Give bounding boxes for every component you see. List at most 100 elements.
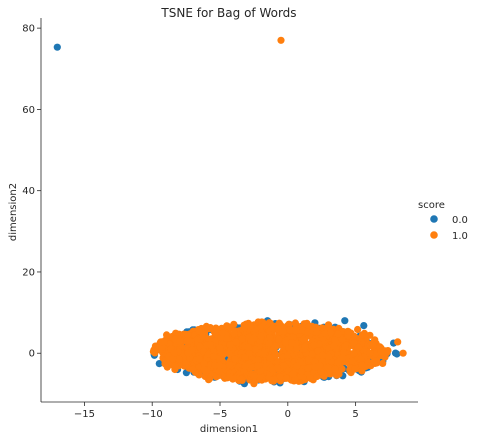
data-point [282,339,290,347]
data-point [334,330,342,338]
data-point [341,317,349,325]
data-point [293,362,301,370]
data-point [371,336,379,344]
data-point [319,351,327,359]
data-point [215,367,223,375]
data-point [334,358,342,367]
data-point [172,329,180,337]
data-point [351,365,359,373]
data-point [183,337,191,345]
plot-area [53,36,407,388]
data-point [286,326,294,334]
x-tick-label: −15 [74,409,95,420]
data-point [210,352,218,361]
data-point [176,337,184,345]
data-point [211,336,219,344]
data-point [212,373,220,381]
data-point [216,344,224,352]
data-point [381,353,389,361]
data-point [331,365,339,373]
data-point [265,339,273,348]
data-point [366,331,374,339]
data-point [354,325,362,334]
data-point [358,331,366,339]
data-point [225,361,234,369]
data-point [339,348,348,357]
data-point [250,372,259,380]
legend: score 0.0 1.0 [418,200,468,242]
data-point [275,335,283,343]
y-tick-label: 60 [22,105,35,116]
data-point [338,335,346,344]
data-point [216,361,224,369]
data-point [184,349,192,357]
data-point [202,322,210,330]
data-point [158,338,166,346]
data-point [310,341,318,349]
data-point [314,347,322,355]
data-point [206,341,214,349]
data-point [266,354,274,362]
data-point [348,357,356,365]
data-point [195,327,204,335]
data-point [394,338,402,346]
data-point [275,319,283,327]
data-point [272,342,280,350]
data-point [238,335,246,343]
data-point [344,328,353,336]
data-point [231,355,239,363]
data-point [241,353,249,361]
data-point [283,351,291,360]
data-point [330,342,338,350]
data-point [260,349,268,357]
data-point [266,333,274,342]
data-point [331,336,339,344]
legend-label-1: 1.0 [452,231,468,242]
data-point [226,341,234,349]
chart-title: TSNE for Bag of Words [160,6,296,20]
legend-marker-0 [430,215,438,223]
data-point [335,370,343,378]
data-point [250,380,258,388]
y-axis-label: dimension2 [8,183,19,241]
data-point [350,349,358,358]
data-point [354,343,363,351]
data-point [244,343,252,351]
data-point [280,362,288,370]
data-point [169,355,177,363]
x-tick-label: −5 [213,409,228,420]
data-point [254,362,262,370]
data-point [366,349,374,357]
data-point [341,342,349,351]
data-point [171,362,179,370]
data-point [225,350,233,358]
data-point [195,355,203,363]
legend-title: score [418,200,445,211]
data-point [369,342,377,350]
x-tick-label: 5 [352,409,358,420]
data-point [273,364,281,372]
data-point [279,327,287,335]
data-point [303,328,312,336]
data-point [200,366,208,374]
data-point [379,359,387,367]
data-point [150,347,158,355]
data-point [291,319,299,327]
data-point [276,373,284,381]
x-axis-label: dimension1 [200,424,258,435]
data-point [245,349,254,357]
data-point [205,335,213,343]
data-point [357,355,365,363]
data-point [271,376,279,384]
data-point [297,367,306,376]
data-point [230,320,238,328]
data-point [184,331,192,339]
data-point [155,360,163,368]
data-point [288,339,296,347]
data-point [350,339,358,347]
y-tick-label: 80 [22,24,35,35]
axes: −15 −10 −5 0 5 0 20 40 60 80 [22,18,418,420]
data-point [218,329,227,337]
data-point [175,355,183,363]
data-point [393,350,401,358]
